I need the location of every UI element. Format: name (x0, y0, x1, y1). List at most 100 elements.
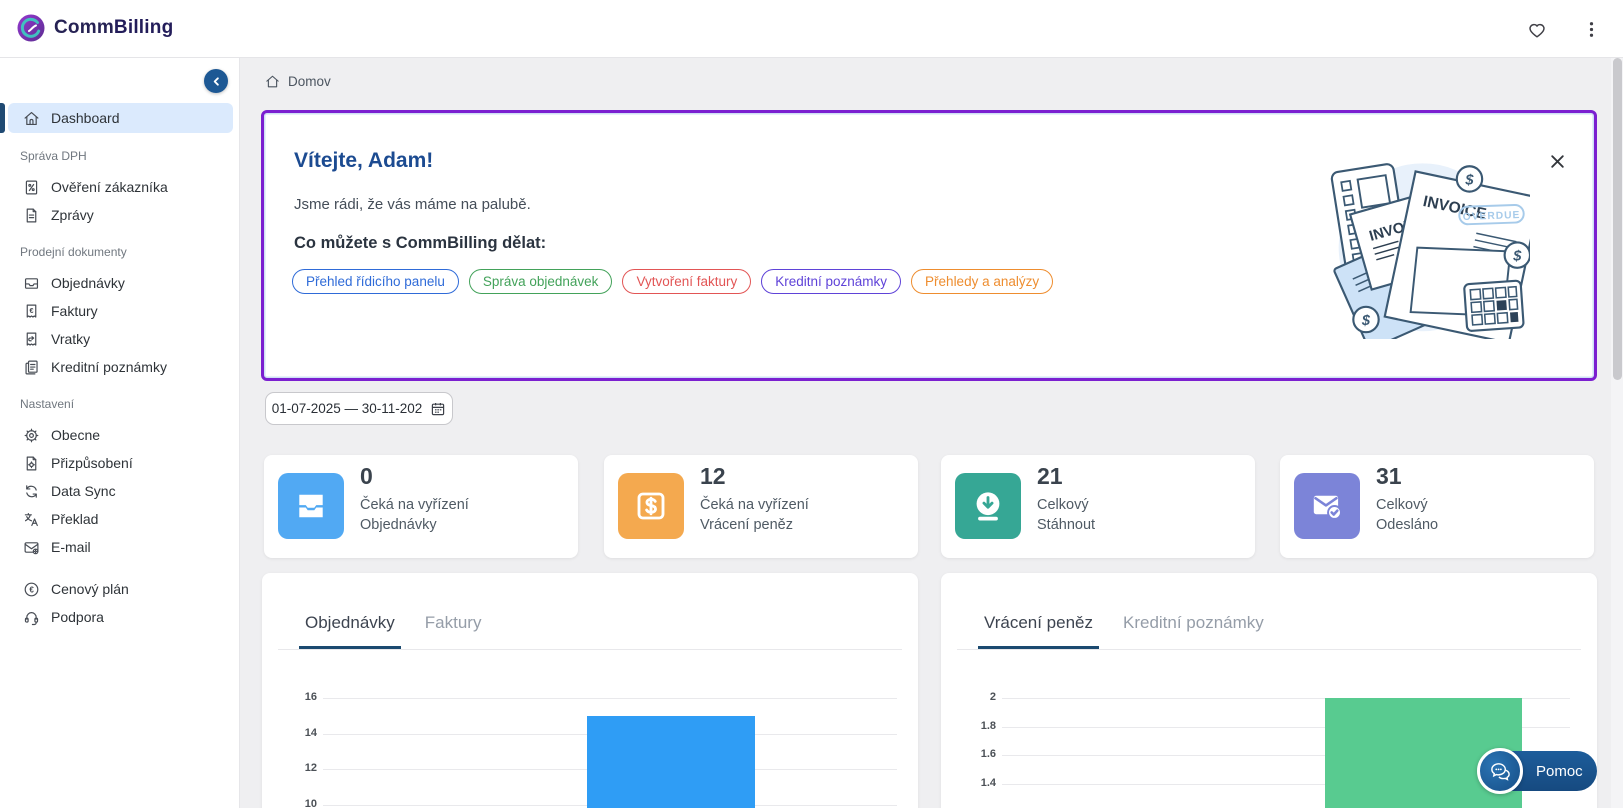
receipt-return-icon (23, 331, 40, 348)
page-scrollbar[interactable] (1611, 58, 1623, 808)
sidebar-item-prizpusobeni[interactable]: Přizpůsobení (0, 449, 239, 477)
y-tick-label: 2 (989, 691, 996, 703)
mail-gear-icon (23, 539, 40, 556)
feature-chips: Přehled řídicího panelu Správa objednávek… (292, 269, 1054, 294)
sidebar-item-label: Data Sync (51, 483, 116, 499)
invoices-illustration: INVOICE INVOICE OVERDUE $$$ (1330, 163, 1530, 339)
chip-prehled-ridiciho-panelu[interactable]: Přehled řídicího panelu (292, 269, 459, 294)
y-tick-label: 1.8 (980, 719, 996, 732)
gridline (1002, 755, 1570, 756)
sidebar-item-data-sync[interactable]: Data Sync (0, 477, 239, 505)
euro-circle-icon: € (23, 581, 40, 598)
sidebar-section-label: Nastavení (20, 397, 75, 411)
stat-value: 12 (700, 463, 726, 489)
svg-text:$: $ (1512, 248, 1522, 264)
sidebar-item-obecne[interactable]: Obecne (0, 421, 239, 449)
scrollbar-thumb[interactable] (1612, 58, 1622, 380)
sidebar-item-kreditni-poznamky[interactable]: Kreditní poznámky (0, 353, 239, 381)
bar (587, 715, 755, 808)
home-icon (23, 110, 40, 127)
sidebar-item-faktury[interactable]: € Faktury (0, 297, 239, 325)
sidebar-item-label: Podpora (51, 609, 104, 625)
stat-card-odeslano: 31 Celkový Odesláno (1280, 455, 1594, 558)
chip-vytvoreni-faktury[interactable]: Vytvoření faktury (622, 269, 752, 294)
svg-text:OVERDUE: OVERDUE (1463, 210, 1521, 223)
gridline (323, 698, 897, 699)
sync-icon (23, 483, 40, 500)
help-button[interactable]: Pomoc (1477, 748, 1597, 794)
kebab-menu-icon[interactable] (1578, 16, 1605, 43)
welcome-title: Vítejte, Adam! (294, 149, 434, 172)
chart-tabs: Vrácení peněz Kreditní poznámky (957, 573, 1581, 650)
sidebar-item-label: Obecne (51, 427, 101, 443)
sidebar: Dashboard Správa DPH Ověření zákazníka Zprá… (0, 58, 240, 808)
stat-label-line2: Odesláno (1376, 517, 1439, 533)
sidebar-item-objednavky[interactable]: Objednávky (0, 269, 239, 297)
tab-vraceni-penez[interactable]: Vrácení peněz (978, 613, 1099, 649)
stat-card-objednavky: 0 Čeká na vyřízení Objednávky (264, 455, 578, 558)
gridline (1002, 726, 1570, 728)
sidebar-section-label: Prodejní dokumenty (20, 245, 127, 259)
y-tick-label: 12 (304, 762, 317, 774)
sidebar-item-preklad[interactable]: Překlad (0, 505, 239, 533)
calendar-icon (430, 401, 446, 417)
sidebar-item-zpravy[interactable]: Zprávy (0, 201, 239, 229)
receipt-euro-icon: € (23, 303, 40, 320)
sidebar-gap (0, 561, 239, 575)
sidebar-section-label: Správa DPH (20, 149, 87, 163)
gridline (1002, 698, 1570, 699)
svg-text:€: € (29, 305, 33, 314)
sidebar-item-dashboard[interactable]: Dashboard (0, 103, 233, 133)
stat-label-line2: Objednávky (360, 517, 437, 533)
doc-gear-icon (23, 455, 40, 472)
y-tick-label: 16 (304, 691, 317, 703)
stat-card-stahnout: 21 Celkový Stáhnout (941, 455, 1255, 558)
app-logo[interactable]: CommBilling (16, 13, 173, 43)
help-label: Pomoc (1536, 762, 1583, 780)
sidebar-item-vratky[interactable]: Vratky (0, 325, 239, 353)
sidebar-item-overeni-zakaznika[interactable]: Ověření zákazníka (0, 173, 239, 201)
date-range-value: 01-07-2025 — 30-11-202 (271, 401, 423, 416)
app-header: CommBilling (0, 0, 1623, 58)
brand-name: CommBilling (54, 17, 174, 38)
stat-card-vraceni-penez: 12 Čeká na vyřízení Vrácení peněz (604, 455, 918, 558)
stat-label-line1: Čeká na vyřízení (700, 497, 809, 513)
sidebar-collapse-button[interactable] (204, 69, 228, 93)
stat-label-line1: Celkový (1376, 497, 1428, 513)
chevron-left-icon (213, 76, 219, 86)
download-icon (955, 473, 1021, 539)
main-content: Domov Vítejte, Adam! Jsme rádi, že vás m… (240, 58, 1623, 808)
tab-faktury[interactable]: Faktury (424, 613, 482, 632)
sidebar-item-label: Zprávy (51, 207, 94, 223)
sidebar-item-label: Dashboard (51, 110, 120, 126)
gridline (1002, 783, 1570, 785)
tab-objednavky[interactable]: Objednávky (299, 613, 401, 649)
chip-kreditni-poznamky[interactable]: Kreditní poznámky (761, 269, 902, 294)
mail-check-icon (1294, 473, 1360, 539)
svg-text:$: $ (1361, 313, 1371, 329)
sidebar-item-cenovy-plan[interactable]: € Cenový plán (0, 575, 239, 603)
welcome-question: Co můžete s CommBilling dělat: (294, 234, 547, 252)
charts-row: Objednávky Faktury 16 14 12 10 Vrácení peněz Kr… (240, 573, 1623, 808)
close-icon[interactable] (1546, 150, 1568, 172)
chip-sprava-objednavek[interactable]: Správa objednávek (468, 269, 613, 294)
svg-text:$: $ (1464, 172, 1474, 188)
sidebar-item-podpora[interactable]: Podpora (0, 603, 239, 631)
sidebar-item-e-mail[interactable]: E-mail (0, 533, 239, 561)
chart-card-vraceni-penez: Vrácení peněz Kreditní poznámky 2 1.8 1.6 1.4 (941, 573, 1597, 808)
stat-value: 0 (360, 463, 373, 489)
chip-prehledy-a-analyzy[interactable]: Přehledy a analýzy (911, 269, 1054, 294)
bar-chart: 16 14 12 10 (262, 573, 918, 808)
y-tick-label: 1.4 (980, 776, 996, 789)
date-range-picker[interactable]: 01-07-2025 — 30-11-202 (265, 392, 453, 425)
sidebar-item-label: E-mail (51, 539, 91, 555)
tab-kreditni-poznamky[interactable]: Kreditní poznámky (1123, 613, 1264, 632)
stat-value: 31 (1376, 463, 1402, 489)
sidebar-item-label: Kreditní poznámky (51, 359, 167, 375)
sidebar-item-label: Ověření zákazníka (51, 179, 168, 195)
favorite-heart-icon[interactable] (1522, 14, 1552, 44)
breadcrumb[interactable]: Domov (265, 74, 331, 89)
y-tick-label: 1.6 (980, 748, 996, 760)
sidebar-nav: Dashboard Správa DPH Ověření zákazníka Zprá… (0, 58, 239, 631)
welcome-banner: Vítejte, Adam! Jsme rádi, že vás máme na… (261, 110, 1597, 381)
